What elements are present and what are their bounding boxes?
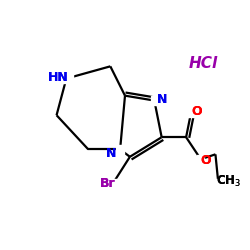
- Text: O: O: [191, 105, 202, 118]
- Text: N: N: [157, 93, 167, 106]
- Text: N: N: [106, 146, 116, 160]
- Text: N: N: [106, 146, 116, 160]
- Text: O: O: [201, 154, 211, 167]
- Bar: [106, 180, 120, 188]
- Bar: [116, 145, 124, 154]
- Text: O: O: [191, 105, 202, 118]
- Text: N: N: [157, 93, 167, 106]
- Text: Br: Br: [100, 177, 116, 190]
- Text: HCl: HCl: [188, 56, 218, 72]
- Bar: [197, 155, 204, 164]
- Bar: [187, 108, 195, 117]
- Text: Br: Br: [100, 177, 116, 190]
- Text: O: O: [201, 154, 211, 167]
- Bar: [60, 74, 73, 83]
- Text: HN: HN: [48, 71, 68, 84]
- Text: HN: HN: [48, 71, 68, 84]
- Text: CH$_3$: CH$_3$: [216, 174, 242, 189]
- Text: CH$_3$: CH$_3$: [216, 174, 242, 189]
- Bar: [151, 96, 158, 105]
